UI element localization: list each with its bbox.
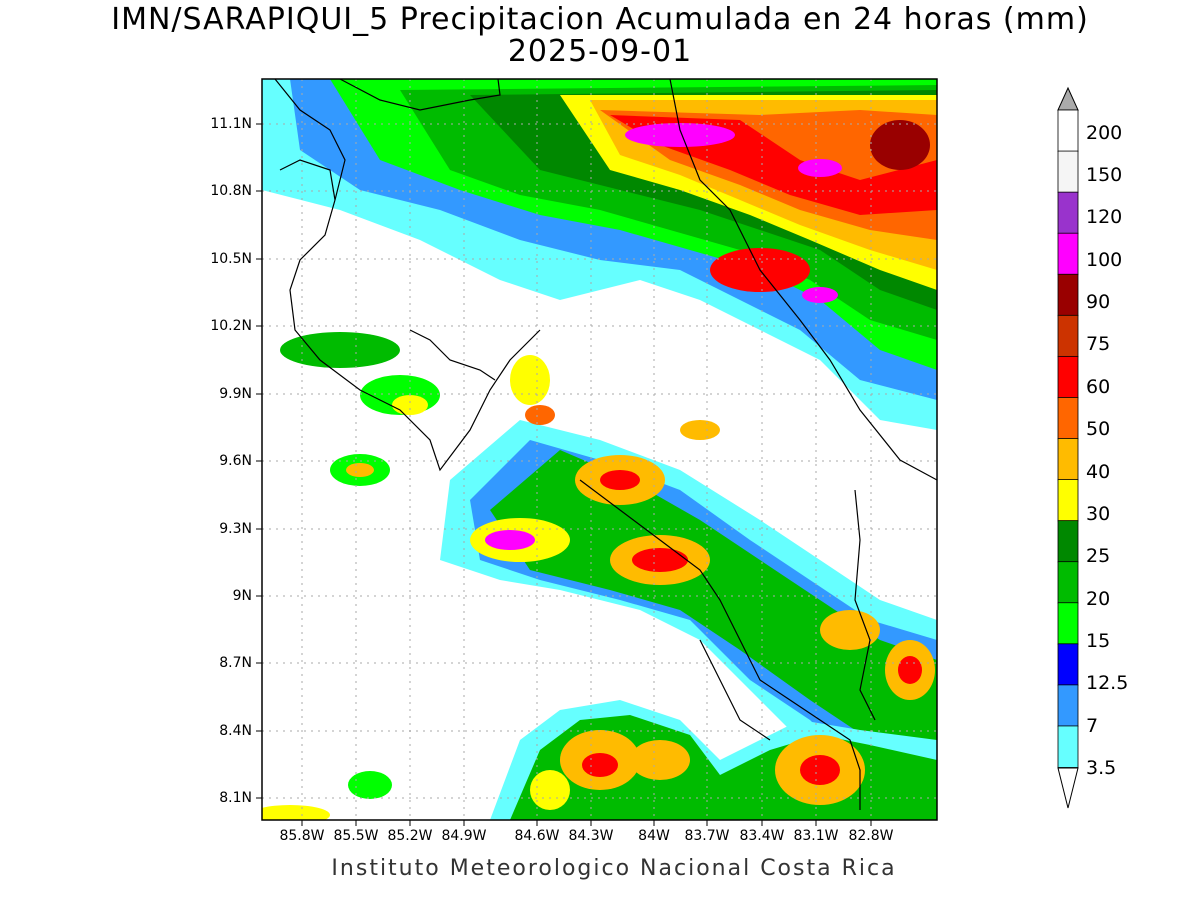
- map-date: 2025-09-01: [507, 34, 693, 69]
- colorbar-label: 40: [1086, 461, 1111, 483]
- colorbar-label: 75: [1086, 333, 1111, 355]
- colorbar-label: 12.5: [1086, 672, 1129, 694]
- colorbar-swatch: [1057, 643, 1079, 686]
- colorbar-label: 15: [1086, 630, 1111, 652]
- lat-tick-label: 9.3N: [219, 521, 252, 537]
- lon-tick-label: 84.6W: [514, 828, 560, 844]
- lat-tick-label: 10.8N: [210, 183, 252, 199]
- lat-tick-label: 10.5N: [210, 251, 252, 267]
- plot-frame: [261, 78, 938, 821]
- axis-ticks: [256, 123, 872, 826]
- lat-tick-label: 8.1N: [219, 790, 252, 806]
- colorbar-swatch: [1057, 602, 1079, 645]
- colorbar: [1057, 86, 1079, 809]
- colorbar-swatch: [1057, 232, 1079, 276]
- lon-tick-label: 84.3W: [568, 828, 614, 844]
- colorbar-swatch: [1057, 684, 1079, 727]
- colorbar-swatch: [1057, 479, 1079, 522]
- coastline-and-borders: [274, 78, 938, 810]
- lon-tick-label: 83.4W: [739, 828, 785, 844]
- colorbar-label: 25: [1086, 545, 1111, 567]
- colorbar-top-arrow: [1057, 86, 1079, 111]
- colorbar-swatch: [1057, 725, 1079, 768]
- lon-tick-label: 82.8W: [848, 828, 894, 844]
- lat-tick-label: 9.9N: [219, 386, 252, 402]
- map-grid: [262, 79, 937, 820]
- colorbar-label: 3.5: [1086, 757, 1117, 779]
- colorbar-swatch: [1057, 150, 1079, 194]
- lat-tick-label: 8.4N: [219, 723, 252, 739]
- footer-credit: Instituto Meteorologico Nacional Costa R…: [331, 856, 897, 881]
- colorbar-label: 120: [1086, 206, 1123, 228]
- lon-tick-label: 85.5W: [333, 828, 379, 844]
- lon-tick-label: 83.7W: [684, 828, 730, 844]
- lat-tick-label: 9N: [232, 588, 252, 604]
- colorbar-swatch: [1057, 438, 1079, 481]
- colorbar-label: 50: [1086, 418, 1111, 440]
- lon-tick-label: 83.1W: [793, 828, 839, 844]
- lon-tick-label: 85.2W: [387, 828, 433, 844]
- colorbar-label: 60: [1086, 376, 1111, 398]
- lat-tick-label: 10.2N: [210, 318, 252, 334]
- colorbar-swatch: [1057, 355, 1079, 399]
- colorbar-label: 7: [1086, 715, 1099, 737]
- colorbar-label: 90: [1086, 291, 1111, 313]
- colorbar-bottom-arrow: [1057, 767, 1079, 809]
- colorbar-swatch: [1057, 273, 1079, 317]
- colorbar-swatch: [1057, 397, 1079, 440]
- lat-tick-label: 9.6N: [219, 453, 252, 469]
- lon-tick-label: 84.9W: [441, 828, 487, 844]
- colorbar-swatch: [1057, 314, 1079, 358]
- colorbar-swatch: [1057, 109, 1079, 152]
- colorbar-swatch: [1057, 520, 1079, 563]
- lat-tick-label: 11.1N: [210, 116, 252, 132]
- colorbar-label: 150: [1086, 164, 1123, 186]
- colorbar-label: 100: [1086, 249, 1123, 271]
- lat-tick-label: 8.7N: [219, 655, 252, 671]
- map-title: IMN/SARAPIQUI_5 Precipitacion Acumulada …: [111, 2, 1089, 37]
- colorbar-label: 20: [1086, 588, 1111, 610]
- lon-tick-label: 85.8W: [279, 828, 325, 844]
- colorbar-swatch: [1057, 191, 1079, 235]
- colorbar-label: 30: [1086, 503, 1111, 525]
- colorbar-label: 200: [1086, 122, 1123, 144]
- lon-tick-label: 84W: [638, 828, 670, 844]
- colorbar-swatch: [1057, 561, 1079, 604]
